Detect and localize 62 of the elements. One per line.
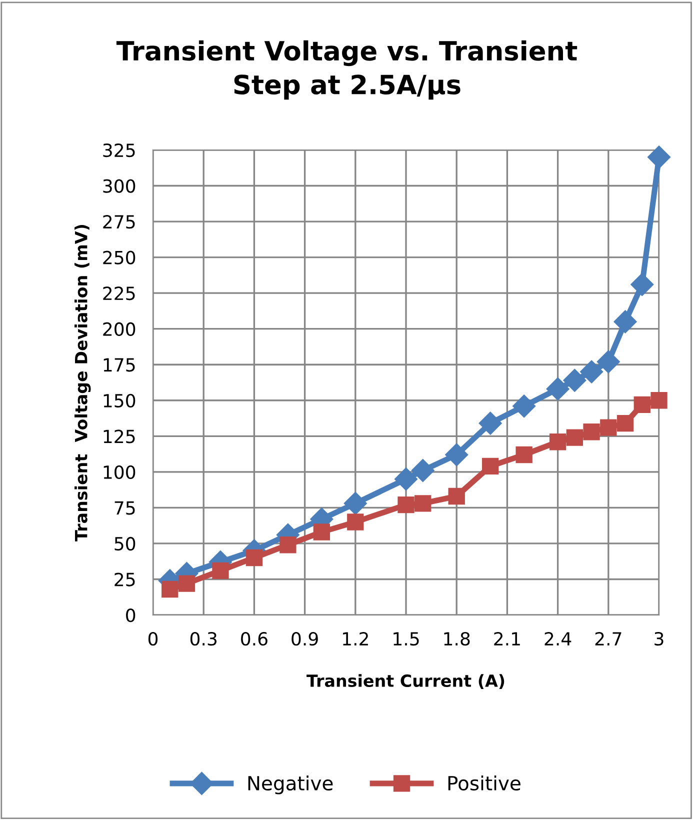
point xyxy=(313,524,330,540)
point xyxy=(566,429,583,446)
point xyxy=(445,443,468,466)
legend-label: Negative xyxy=(248,775,333,794)
x-tick-label: 0.9 xyxy=(292,632,318,646)
x-tick-label: 2.1 xyxy=(494,632,520,646)
x-tick-label: 3 xyxy=(654,632,664,646)
point xyxy=(448,488,465,505)
y-tick-label: 200 xyxy=(103,322,136,336)
point xyxy=(614,310,637,334)
point xyxy=(549,434,566,450)
point xyxy=(411,458,434,482)
point xyxy=(516,446,532,464)
y-tick-label: 0 xyxy=(126,608,136,622)
legend-label: Positive xyxy=(448,775,520,791)
x-tick-label: 1.8 xyxy=(444,632,470,646)
x-tick-label: 0 xyxy=(148,632,158,646)
point xyxy=(583,424,600,440)
y-tick-label: 175 xyxy=(104,358,135,372)
point xyxy=(546,377,570,400)
y-tick-label: 150 xyxy=(104,394,136,408)
y-tick-label: 125 xyxy=(104,430,135,444)
y-tick-label: 75 xyxy=(114,501,135,515)
x-tick-label: 2.4 xyxy=(544,632,572,646)
y-tick-label: 225 xyxy=(103,286,135,300)
y-tick-label: 25 xyxy=(114,572,135,586)
y-tick-label: 100 xyxy=(104,465,136,480)
x-tick-label: 0.3 xyxy=(190,632,217,646)
y-tick-label: 50 xyxy=(114,536,136,551)
point xyxy=(344,492,367,515)
point xyxy=(280,536,296,554)
point xyxy=(648,146,670,169)
x-axis-title: Transient Current (A) xyxy=(306,674,504,690)
point xyxy=(246,549,263,566)
y-tick-label: 250 xyxy=(103,250,136,264)
point xyxy=(414,495,432,512)
point xyxy=(616,414,634,432)
point xyxy=(178,575,196,592)
point xyxy=(563,368,586,392)
point xyxy=(482,458,499,475)
x-tick-label: 2.7 xyxy=(595,632,622,646)
point xyxy=(478,412,502,435)
chart-title: Transient Voltage vs. Transient Step at 2.5A/µs xyxy=(116,40,578,100)
x-tick-label: 0.6 xyxy=(241,632,268,646)
point xyxy=(634,396,650,414)
x-tick-label: 1.2 xyxy=(343,632,368,646)
point xyxy=(398,496,414,514)
point xyxy=(162,580,178,598)
point xyxy=(580,360,604,384)
y-axis-title: Transient Voltage Deviation (mV) xyxy=(74,224,91,542)
x-tick-label: 1.5 xyxy=(394,632,419,646)
point xyxy=(512,394,536,418)
point xyxy=(600,419,617,436)
y-tick-label: 325 xyxy=(103,143,135,158)
point xyxy=(347,514,364,530)
y-tick-label: 300 xyxy=(103,179,136,193)
point xyxy=(212,562,229,579)
point xyxy=(630,272,654,296)
y-tick-label: 275 xyxy=(103,215,135,229)
point xyxy=(394,468,418,491)
point xyxy=(596,350,620,374)
point xyxy=(650,392,668,409)
